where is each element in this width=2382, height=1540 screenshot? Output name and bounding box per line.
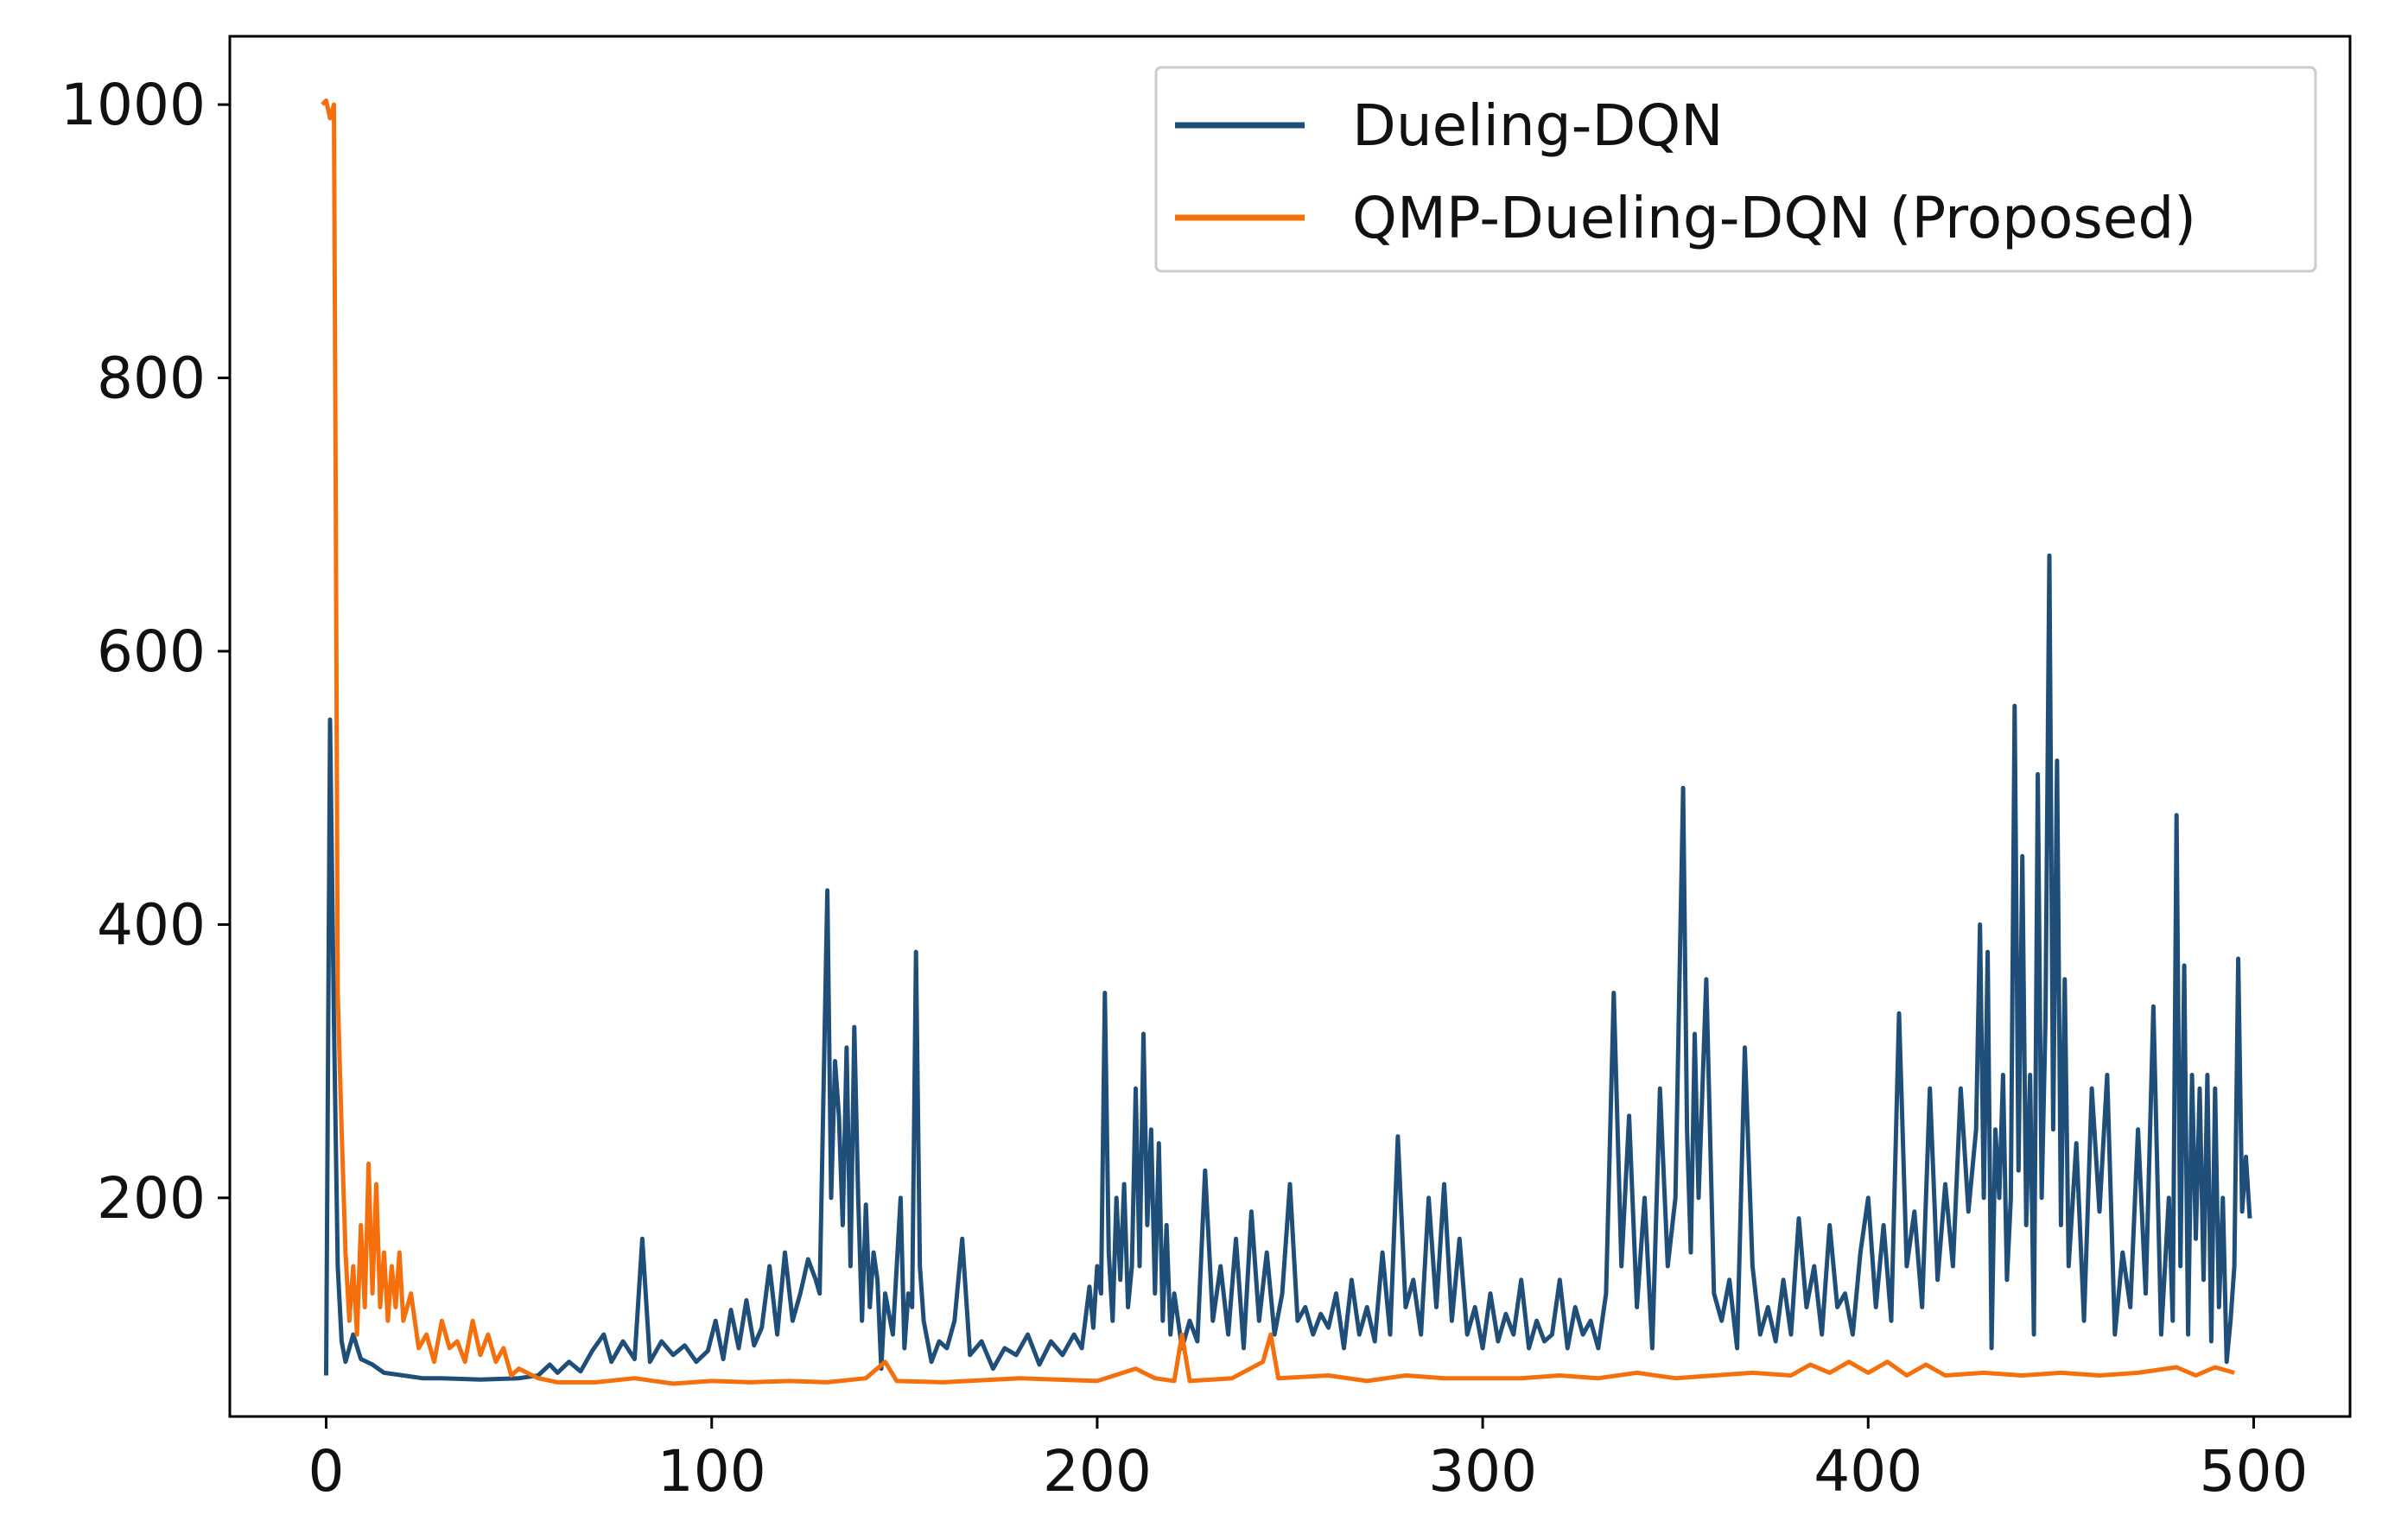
x-tick-label: 100 [657, 1438, 766, 1505]
legend-box [1154, 66, 2317, 273]
y-tick-label: 800 [97, 345, 206, 412]
x-tick-label: 0 [308, 1438, 345, 1505]
series-line-1 [321, 98, 2235, 1386]
legend-label-dueling-dqn: Dueling-DQN [1352, 92, 1724, 159]
x-tick-label: 400 [1813, 1438, 1922, 1505]
legend-label-qmp-dueling-dqn: QMP-Dueling-DQN (Proposed) [1352, 185, 2196, 251]
plot-frame [228, 35, 2352, 1418]
y-tick-label: 600 [97, 618, 206, 685]
series-line-0 [324, 553, 2252, 1382]
y-tick-label: 400 [97, 891, 206, 958]
x-tick-label: 500 [2199, 1438, 2308, 1505]
y-tick-label: 1000 [60, 72, 206, 138]
x-tick-label: 200 [1043, 1438, 1152, 1505]
y-tick-label: 200 [97, 1165, 206, 1232]
legend: Dueling-DQN QMP-Dueling-DQN (Proposed) [1154, 66, 2317, 273]
axes-layer: 0 100 200 300 400 500 200 400 600 800 1000 [60, 72, 2308, 1505]
series-layer [321, 98, 2252, 1386]
x-tick-label: 300 [1428, 1438, 1537, 1505]
